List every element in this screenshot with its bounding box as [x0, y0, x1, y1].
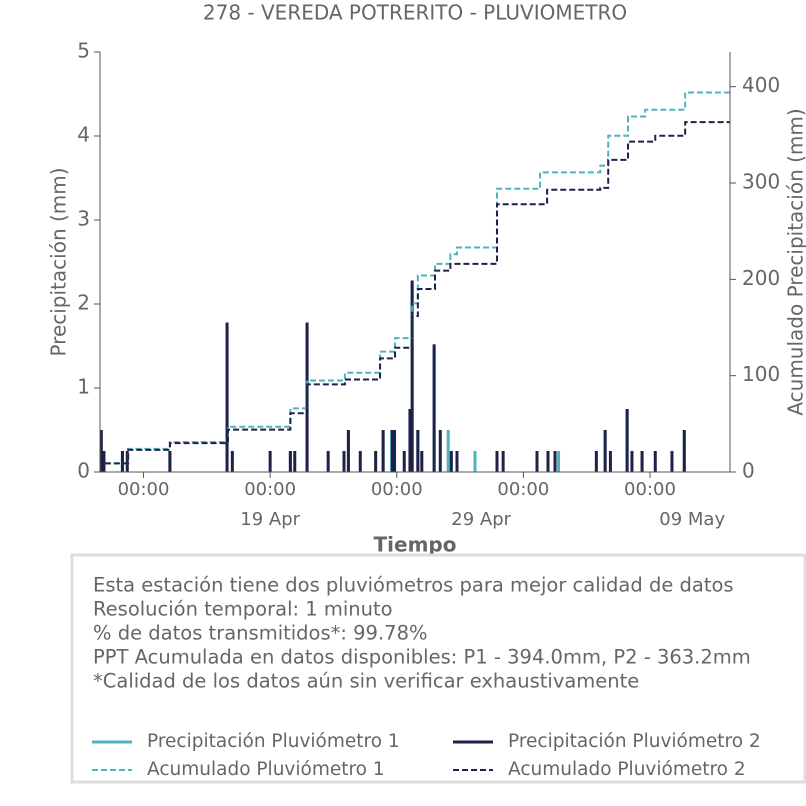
precip-bar — [557, 451, 561, 472]
precip-bar — [546, 451, 550, 472]
precip-bar — [603, 430, 607, 472]
x-date-label: 29 Apr — [451, 509, 511, 530]
x-axis-label: Tiempo — [374, 533, 457, 557]
precip-bar — [630, 451, 634, 472]
y2-tick-label: 0 — [742, 459, 755, 483]
precip-bar — [120, 451, 124, 472]
precip-bar — [230, 451, 234, 472]
precip-bar — [102, 451, 106, 472]
x-tick-label: 00:00 — [244, 479, 296, 500]
precip-bar — [535, 451, 539, 472]
precip-bar — [416, 430, 420, 472]
precip-bar — [420, 451, 424, 472]
legend-label: Precipitación Pluviómetro 1 — [147, 731, 400, 752]
y-tick-label: 2 — [77, 291, 90, 315]
precip-bar — [225, 322, 229, 472]
precip-bar — [268, 451, 272, 472]
precip-bar — [293, 451, 297, 472]
info-text: % de datos transmitidos*: 99.78% — [93, 622, 428, 645]
x-tick-label: 00:00 — [118, 479, 170, 500]
precip-bar — [125, 451, 129, 472]
y-tick-label: 4 — [77, 123, 90, 147]
precip-bar — [553, 451, 557, 472]
x-tick-label: 00:00 — [371, 479, 423, 500]
x-tick-label: 00:00 — [497, 479, 549, 500]
y-axis-label: Precipitación (mm) — [47, 167, 71, 356]
precip-bar — [390, 430, 394, 472]
precip-bar — [326, 451, 330, 472]
precip-bar — [501, 451, 505, 472]
legend-label: Precipitación Pluviómetro 2 — [508, 731, 761, 752]
y2-tick-label: 300 — [742, 170, 780, 194]
cumulative-line — [104, 121, 730, 465]
precip-bar — [305, 322, 309, 472]
plot-area — [99, 91, 730, 472]
precip-bar — [408, 409, 412, 472]
info-box — [70, 553, 806, 784]
precip-bar — [381, 430, 385, 472]
info-text: PPT Acumulada en datos disponibles: P1 -… — [93, 646, 751, 669]
info-text: *Calidad de los datos aún sin verificar … — [93, 670, 639, 693]
y-tick-label: 1 — [77, 375, 90, 399]
precip-bar — [608, 451, 612, 472]
precip-bar — [168, 451, 172, 472]
y-tick-label: 0 — [77, 459, 90, 483]
precip-bar — [594, 451, 598, 472]
legend-label: Acumulado Pluviómetro 1 — [147, 759, 385, 780]
precip-bar — [346, 430, 350, 472]
precip-bar — [670, 451, 674, 472]
precip-bar — [432, 344, 436, 472]
cumulative-line — [104, 91, 730, 465]
precip-bar — [473, 451, 477, 472]
precip-bar — [374, 451, 378, 472]
y-tick-label: 5 — [77, 39, 90, 63]
x-tick-label: 00:00 — [624, 479, 676, 500]
precip-bar — [342, 451, 346, 472]
y2-tick-label: 200 — [742, 266, 780, 290]
precip-bar — [438, 430, 442, 472]
precip-bar — [653, 451, 657, 472]
precip-bar — [682, 430, 686, 472]
precip-bar — [455, 451, 459, 472]
info-text: Resolución temporal: 1 minuto — [93, 598, 393, 621]
x-date-label: 19 Apr — [240, 509, 300, 530]
y2-tick-label: 400 — [742, 73, 780, 97]
y-tick-label: 3 — [77, 207, 90, 231]
y2-tick-label: 100 — [742, 362, 780, 386]
precip-bar — [358, 451, 362, 472]
precip-bar — [410, 280, 414, 472]
precip-bar — [495, 451, 499, 472]
legend-label: Acumulado Pluviómetro 2 — [508, 759, 746, 780]
precip-bar — [625, 409, 629, 472]
precip-bar — [99, 430, 103, 472]
precip-bar — [446, 430, 450, 472]
precip-bar — [288, 451, 292, 472]
info-text: Esta estación tiene dos pluviómetros par… — [93, 574, 734, 597]
precip-bar — [449, 451, 453, 472]
precip-bar — [393, 430, 397, 472]
chart-title: 278 - VEREDA POTRERITO - PLUVIOMETRO — [203, 1, 627, 25]
precip-bar — [640, 451, 644, 472]
precip-bar — [402, 451, 406, 472]
y2-axis-label: Acumulado Precipitación (mm) — [784, 108, 806, 415]
x-date-label: 09 May — [659, 509, 725, 530]
